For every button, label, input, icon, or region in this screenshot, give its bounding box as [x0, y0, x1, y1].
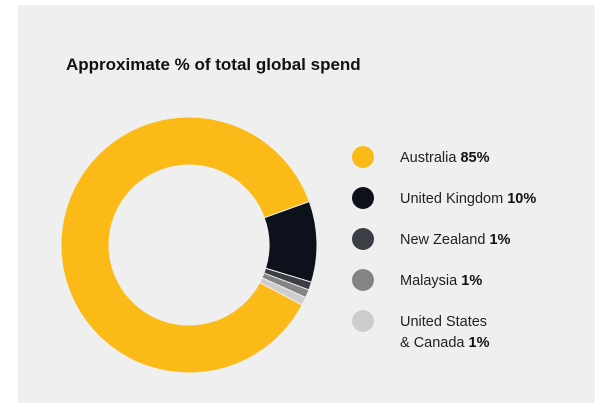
legend-item-australia: Australia 85%: [352, 145, 592, 169]
donut-chart: [60, 116, 318, 374]
legend-label: Australia 85%: [400, 148, 489, 169]
chart-card: Approximate % of total global spend Aust…: [18, 5, 595, 403]
legend-label-line: New Zealand: [400, 232, 486, 248]
legend-label-line: Australia: [400, 150, 457, 166]
legend-swatch: [352, 228, 374, 250]
legend-item-malaysia: Malaysia 1%: [352, 268, 592, 292]
legend-swatch: [352, 310, 374, 332]
legend-label-line: United Kingdom: [400, 191, 504, 207]
legend-label: New Zealand 1%: [400, 230, 510, 251]
legend-item-united-states-canada: United States & Canada 1%: [352, 309, 592, 351]
legend-label: United Kingdom 10%: [400, 189, 536, 210]
legend-value: 10%: [507, 191, 537, 207]
legend-swatch: [352, 146, 374, 168]
legend-label: Malaysia 1%: [400, 271, 482, 292]
legend-label-line: & Canada: [400, 335, 465, 351]
legend-value: 1%: [461, 273, 483, 289]
legend-value: 1%: [468, 335, 490, 351]
chart-title: Approximate % of total global spend: [66, 55, 361, 74]
legend-swatch: [352, 187, 374, 209]
legend-swatch: [352, 269, 374, 291]
legend-item-united-kingdom: United Kingdom 10%: [352, 186, 592, 210]
legend-value: 1%: [489, 232, 511, 248]
legend-label-line: United States: [400, 314, 488, 330]
donut-slice-australia: [60, 116, 311, 374]
donut-slice-united-states-canada: [259, 277, 307, 306]
legend-label-line: Malaysia: [400, 273, 458, 289]
legend-label: United States & Canada 1%: [400, 312, 490, 354]
legend-value: 85%: [460, 150, 490, 166]
legend-item-new-zealand: New Zealand 1%: [352, 227, 592, 251]
